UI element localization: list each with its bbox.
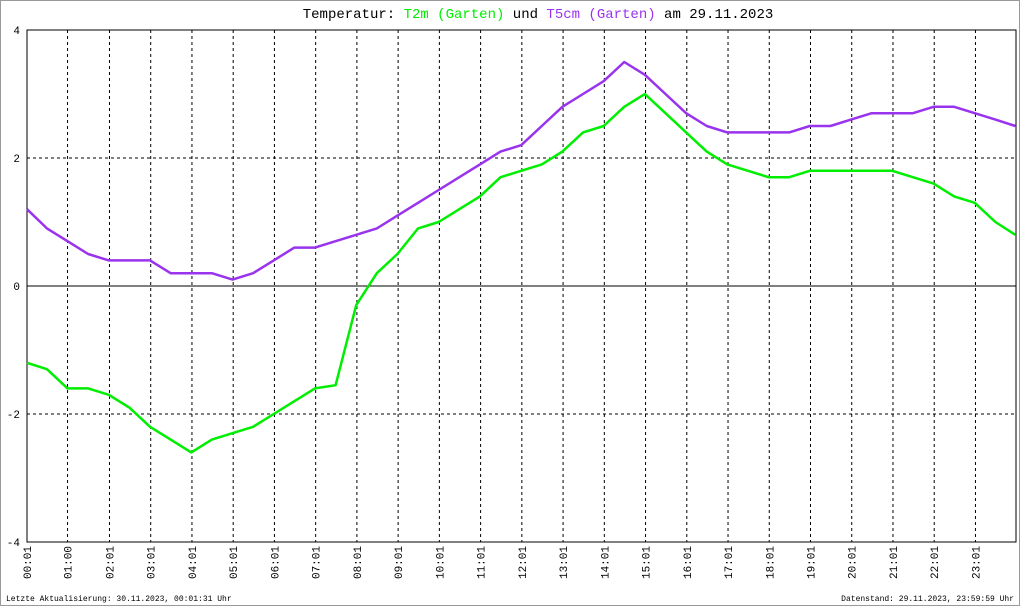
- y-tick-label: -4: [7, 538, 21, 550]
- legend-entry: T2m (Garten): [404, 7, 505, 23]
- x-tick-label: 18:01: [765, 546, 777, 579]
- x-tick-label: 21:01: [889, 546, 901, 579]
- x-tick-label: 11:01: [477, 546, 489, 579]
- x-tick-label: 14:01: [600, 546, 612, 579]
- series-line: [26, 92, 1016, 454]
- x-tick-label: 15:01: [642, 546, 654, 579]
- x-tick-label: 13:01: [559, 546, 571, 579]
- x-tick-label: 02:01: [105, 546, 117, 579]
- title-joiner: und: [513, 7, 538, 23]
- x-tick-label: 01:00: [64, 546, 76, 579]
- x-tick-label: 16:01: [683, 546, 695, 579]
- x-tick-label: 03:01: [147, 546, 159, 579]
- footer-left: Letzte Aktualisierung: 30.11.2023, 00:01…: [6, 595, 232, 604]
- x-tick-label: 00:01: [23, 546, 35, 579]
- x-tick-label: 17:01: [724, 546, 736, 579]
- y-tick-label: 4: [13, 26, 20, 38]
- chart-title: Temperatur: T2m (Garten) und T5cm (Garte…: [303, 7, 774, 23]
- title-date: am 29.11.2023: [664, 7, 773, 23]
- x-tick-label: 08:01: [353, 546, 365, 579]
- series-line: [26, 60, 1016, 281]
- legend-entry: T5cm (Garten): [546, 7, 655, 23]
- y-tick-label: 2: [13, 154, 20, 166]
- x-tick-label: 07:01: [312, 546, 324, 579]
- x-tick-label: 23:01: [971, 546, 983, 579]
- x-tick-label: 05:01: [229, 546, 241, 579]
- x-tick-label: 22:01: [930, 546, 942, 579]
- x-tick-label: 09:01: [394, 546, 406, 579]
- x-tick-label: 10:01: [435, 546, 447, 579]
- x-tick-label: 19:01: [807, 546, 819, 579]
- y-tick-label: -2: [7, 410, 20, 422]
- title-prefix: Temperatur:: [303, 7, 395, 23]
- x-tick-label: 06:01: [270, 546, 282, 579]
- x-tick-label: 20:01: [848, 546, 860, 579]
- x-tick-label: 04:01: [188, 546, 200, 579]
- plot-border: [26, 29, 1017, 543]
- footer-right: Datenstand: 29.11.2023, 23:59:59 Uhr: [841, 595, 1014, 604]
- y-tick-label: 0: [13, 282, 20, 294]
- x-tick-label: 12:01: [518, 546, 530, 579]
